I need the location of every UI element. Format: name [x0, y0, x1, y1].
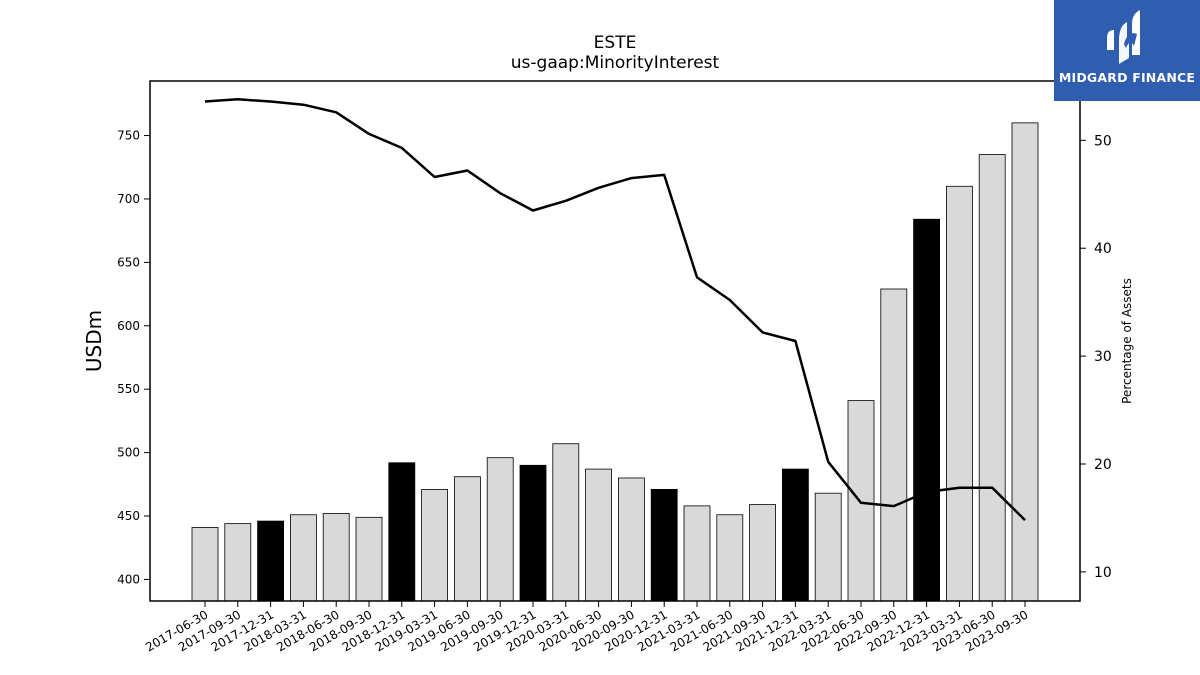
chart-title: ESTE [594, 33, 637, 53]
bar [913, 218, 940, 602]
bar [191, 527, 219, 602]
y2-tick-label: 10 [1094, 565, 1112, 581]
right-axis: 10 20 30 40 50 [1080, 133, 1112, 581]
bar [289, 514, 317, 602]
bar [1011, 122, 1039, 602]
bar [585, 468, 612, 602]
logo-mark-icon [1107, 10, 1140, 64]
bar [946, 185, 973, 602]
bar [749, 504, 776, 602]
bar [486, 457, 514, 602]
bar [683, 505, 711, 602]
bar [552, 443, 580, 602]
bar [322, 513, 350, 602]
y2-axis-label: Percentage of Assets [1120, 278, 1134, 404]
bar [880, 288, 908, 602]
left-axis: 400 450 500 550 600 650 700 750 [117, 129, 150, 586]
y-axis-label: USDm [82, 310, 106, 372]
bar [519, 464, 547, 602]
bar [814, 492, 842, 602]
plot-frame [149, 80, 1081, 602]
y-tick-label: 600 [117, 319, 140, 333]
bar [388, 462, 416, 602]
y-tick-label: 400 [117, 572, 140, 586]
y-tick-label: 550 [117, 382, 140, 396]
y2-tick-label: 50 [1094, 133, 1112, 149]
line-group [204, 98, 1026, 521]
y-tick-label: 750 [117, 129, 140, 143]
y-tick-label: 450 [117, 509, 140, 523]
bar [650, 488, 678, 602]
y-tick-label: 700 [117, 192, 140, 206]
bar [782, 468, 809, 602]
bar [453, 476, 481, 602]
brand-logo: MIDGARD FINANCE [1054, 0, 1200, 101]
bar [224, 523, 252, 602]
bar [257, 520, 285, 602]
bar [716, 514, 744, 602]
bar [618, 477, 645, 602]
series-line [204, 98, 1026, 521]
y2-tick-label: 40 [1094, 241, 1112, 257]
bar-group [191, 122, 1039, 602]
bar [421, 488, 449, 602]
bar [355, 516, 383, 602]
chart-subtitle: us-gaap:MinorityInterest [511, 53, 720, 73]
y2-tick-label: 30 [1094, 349, 1112, 365]
y2-tick-label: 20 [1094, 457, 1112, 473]
logo-text: MIDGARD FINANCE [1058, 70, 1196, 85]
y-tick-label: 650 [117, 255, 140, 269]
y-tick-label: 500 [117, 446, 140, 460]
bar [978, 154, 1006, 602]
x-axis: 2017-06-302017-09-302017-12-312018-03-31… [143, 601, 1031, 654]
